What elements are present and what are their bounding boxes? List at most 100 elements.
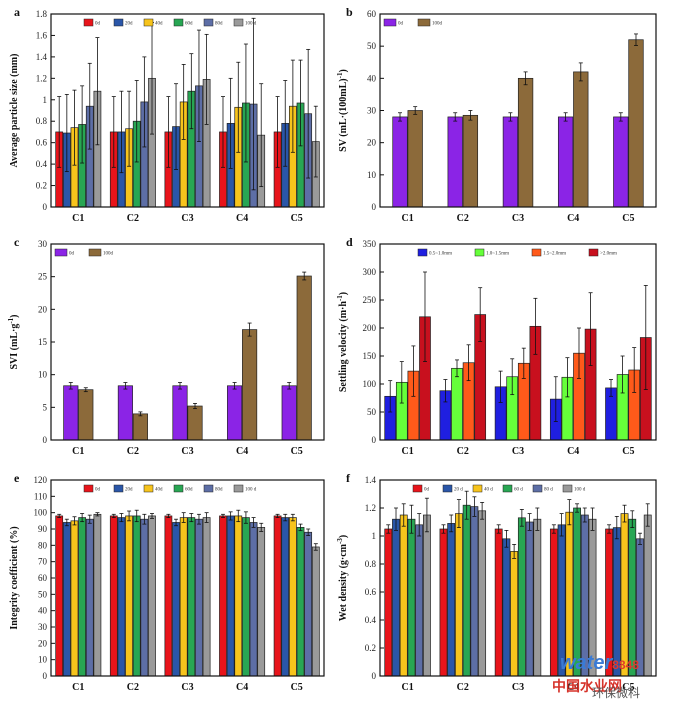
y-tick-label: 60	[367, 9, 377, 19]
y-tick-label: 0.4	[365, 615, 377, 625]
bar	[415, 524, 424, 677]
bar	[63, 385, 79, 441]
bar	[187, 405, 203, 441]
bar	[407, 110, 423, 208]
legend-swatch	[143, 484, 154, 493]
bar	[164, 515, 173, 677]
axes-frame	[379, 243, 657, 441]
bar	[140, 518, 149, 677]
bar	[85, 518, 94, 677]
legend-label: 100d	[432, 22, 443, 27]
x-tick-label: C4	[236, 213, 248, 224]
watermark-brand: water8848	[560, 652, 639, 675]
y-axis-label-text: Integrity coefficient (%)	[9, 526, 20, 629]
y-tick-label: 0	[372, 435, 377, 445]
y-axis-label-end: )	[338, 69, 349, 72]
y-tick-label: 50	[38, 589, 48, 599]
axes-frame	[379, 479, 657, 677]
bar	[296, 527, 305, 677]
legend-label: 80d	[215, 22, 223, 27]
y-axis-label: Integrity coefficient (%)	[9, 526, 20, 629]
bar	[226, 515, 235, 677]
y-tick-label: 0	[372, 671, 377, 681]
panel-f: f 0 0.2 0.4 0.6 0.8 1 1.2 1.4 Wet density (g·cm-3…	[336, 471, 657, 693]
watermark-wechat: 环保微科	[592, 686, 641, 700]
legend-swatch	[562, 484, 573, 493]
bar	[296, 275, 312, 441]
bar	[451, 367, 463, 441]
y-tick-label: 10	[38, 370, 48, 380]
y-tick-label: 100	[34, 508, 48, 518]
y-axis-label-sup: -1	[336, 295, 344, 301]
panel-letter: b	[346, 5, 353, 19]
bar	[172, 522, 180, 677]
x-tick-label: C1	[401, 682, 413, 693]
bar	[311, 546, 320, 677]
bar	[257, 527, 266, 677]
y-tick-label: 0.2	[365, 643, 376, 653]
bar	[407, 518, 416, 677]
y-axis-label: Wet density (g·cm-3)	[336, 535, 349, 621]
y-axis-label: Average particle size (mm)	[9, 54, 20, 168]
legend: 0d 100d	[54, 248, 114, 257]
bar	[462, 114, 479, 208]
y-axis-label-text: Average particle size (mm)	[9, 54, 20, 168]
y-tick-label: 10	[38, 655, 48, 665]
y-tick-label: 0.8	[36, 116, 48, 126]
legend-swatch	[442, 484, 453, 493]
x-tick-label: C4	[236, 446, 248, 457]
y-tick-label: 0.2	[36, 181, 47, 191]
bar	[384, 528, 393, 677]
y-tick-label: 1.4	[36, 52, 48, 62]
x-tick-label: C3	[181, 446, 193, 457]
legend-label: 100 d	[574, 488, 586, 493]
y-tick-label: 80	[38, 540, 48, 550]
bar	[117, 385, 133, 441]
bar	[455, 513, 463, 677]
legend-swatch	[233, 18, 244, 27]
bar	[643, 514, 652, 677]
y-tick-label: 40	[367, 73, 377, 83]
bar	[234, 515, 243, 677]
legend-label: 100d	[103, 252, 114, 257]
bar	[273, 515, 282, 677]
bar	[478, 510, 487, 677]
y-axis-label-sup: -1	[7, 317, 15, 323]
y-tick-label: 50	[367, 407, 377, 417]
watermark-site: 中国水业网	[552, 678, 622, 694]
legend-label: 40d	[155, 22, 163, 27]
y-tick-label: 1.8	[36, 9, 48, 19]
y-tick-label: 30	[38, 239, 48, 249]
x-tick-label: C4	[236, 682, 248, 693]
bar	[573, 507, 581, 677]
legend-label: 60d	[185, 488, 193, 493]
y-tick-label: 30	[367, 106, 377, 116]
legend-label: 60 d	[514, 488, 523, 493]
bar	[148, 515, 156, 677]
bar	[517, 517, 526, 677]
y-axis-label-end: )	[338, 292, 349, 295]
legend-label: 100 d	[245, 22, 257, 27]
axes-frame	[50, 243, 325, 441]
x-tick-label: C5	[622, 682, 634, 693]
legend-label: 80 d	[544, 488, 553, 493]
bar	[613, 116, 629, 208]
legend-label: 1.0~1.5mm	[486, 252, 509, 257]
axes-frame	[50, 479, 325, 677]
x-tick-label: C4	[567, 682, 579, 693]
legend-label: 40 d	[484, 488, 493, 493]
y-tick-label: 1.6	[36, 30, 48, 40]
y-axis-label: Settling velocity (m·h-1)	[336, 292, 349, 392]
bar	[93, 513, 102, 677]
legend-swatch	[88, 248, 102, 257]
y-tick-label: 110	[34, 491, 48, 501]
y-axis-label-text: Settling velocity (m·h	[338, 301, 349, 393]
panel-letter: e	[14, 471, 20, 485]
y-tick-label: 25	[38, 272, 48, 282]
x-tick-label: C5	[622, 213, 634, 224]
y-tick-label: 20	[38, 304, 48, 314]
legend-label: 100 d	[245, 488, 257, 493]
legend-swatch	[54, 248, 68, 257]
legend-swatch	[532, 484, 543, 493]
bar	[125, 515, 133, 677]
